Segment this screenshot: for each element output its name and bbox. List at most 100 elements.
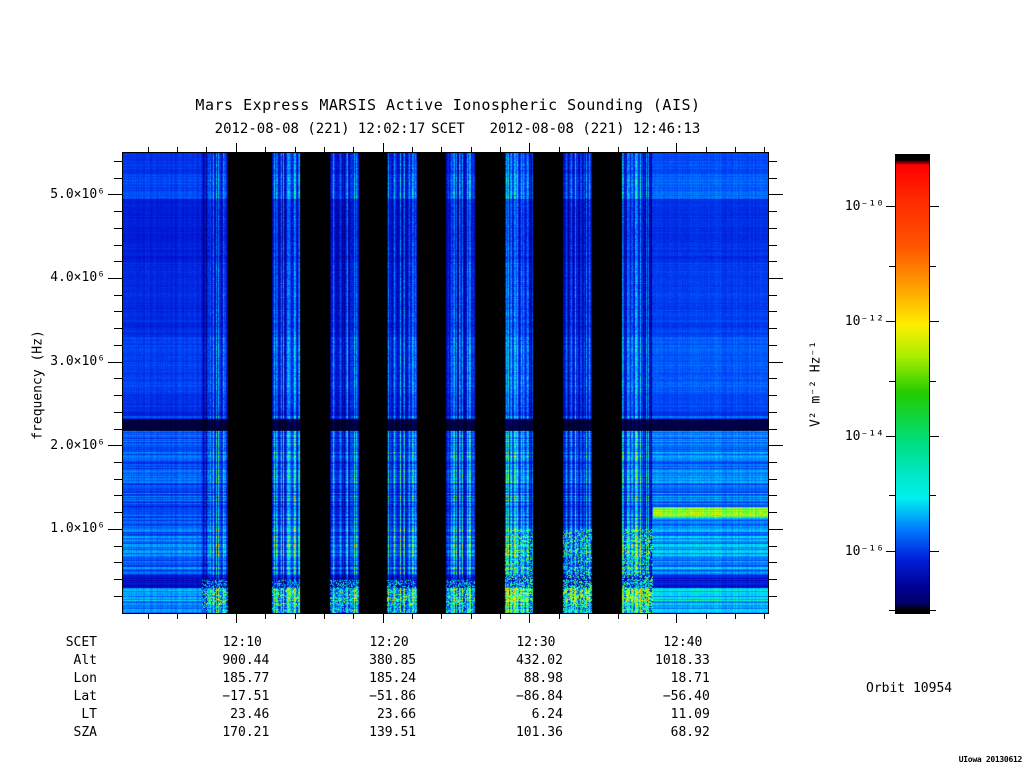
colorbar-tick-label: 10⁻¹⁰ bbox=[844, 198, 884, 214]
table-value-cell: 101.36 bbox=[515, 725, 563, 740]
y-tick-major bbox=[108, 361, 122, 363]
x-tick-major bbox=[382, 143, 384, 152]
x-tick-minor bbox=[323, 614, 325, 619]
y-tick-minor bbox=[114, 328, 122, 330]
x-tick-minor bbox=[588, 614, 590, 619]
y-tick-minor bbox=[114, 478, 122, 480]
x-tick-minor bbox=[441, 614, 443, 619]
table-value-cell: 88.98 bbox=[523, 671, 563, 686]
x-tick-minor bbox=[470, 147, 472, 152]
table-row-label: LT bbox=[81, 707, 97, 722]
y-tick-minor bbox=[769, 328, 777, 330]
x-tick-major bbox=[235, 143, 237, 152]
credit-stamp: UIowa 20130612 bbox=[958, 755, 1023, 764]
x-tick-minor bbox=[558, 614, 560, 619]
table-value-cell: 139.51 bbox=[369, 725, 417, 740]
colorbar-tick-minor bbox=[889, 265, 895, 267]
x-tick-minor bbox=[646, 614, 648, 619]
table-value-cell: 900.44 bbox=[222, 653, 270, 668]
colorbar-tick-label: 10⁻¹⁴ bbox=[844, 428, 884, 444]
plot-frame bbox=[122, 152, 769, 614]
y-tick-major bbox=[769, 361, 783, 363]
table-value-cell: −51.86 bbox=[369, 689, 417, 704]
y-tick-minor bbox=[114, 495, 122, 497]
y-tick-minor bbox=[114, 562, 122, 564]
y-tick-minor bbox=[114, 579, 122, 581]
x-tick-minor bbox=[646, 147, 648, 152]
x-tick-minor bbox=[617, 147, 619, 152]
orbit-label: Orbit 10954 bbox=[866, 681, 953, 696]
subtitle-end-time: 2012-08-08 (221) 12:46:13 bbox=[489, 121, 701, 137]
y-tick-minor bbox=[114, 512, 122, 514]
y-tick-minor bbox=[769, 395, 777, 397]
table-row-label: Alt bbox=[73, 653, 97, 668]
y-tick-minor bbox=[769, 211, 777, 213]
x-tick-minor bbox=[147, 147, 149, 152]
table-value-cell: 1018.33 bbox=[655, 653, 710, 668]
y-tick-minor bbox=[114, 344, 122, 346]
x-tick-minor bbox=[265, 147, 267, 152]
y-tick-major bbox=[769, 277, 783, 279]
colorbar-tick-major bbox=[930, 206, 939, 208]
x-tick-minor bbox=[294, 147, 296, 152]
y-tick-minor bbox=[769, 378, 777, 380]
y-tick-major bbox=[108, 194, 122, 196]
colorbar-title: V² m⁻² Hz⁻¹ bbox=[808, 340, 824, 428]
colorbar-tick-minor bbox=[889, 495, 895, 497]
y-tick-minor bbox=[114, 395, 122, 397]
colorbar-tick-minor bbox=[930, 495, 936, 497]
table-value-cell: −56.40 bbox=[662, 689, 710, 704]
x-tick-minor bbox=[705, 614, 707, 619]
x-tick-major bbox=[382, 614, 384, 623]
colorbar-tick-label: 10⁻¹² bbox=[844, 313, 884, 329]
colorbar-tick-major bbox=[886, 551, 895, 553]
x-tick-minor bbox=[705, 147, 707, 152]
x-tick-major bbox=[676, 143, 678, 152]
x-tick-minor bbox=[353, 147, 355, 152]
x-tick-minor bbox=[500, 614, 502, 619]
y-tick-minor bbox=[769, 411, 777, 413]
y-tick-minor bbox=[769, 261, 777, 263]
table-row-label: SCET bbox=[65, 635, 97, 650]
x-tick-minor bbox=[617, 614, 619, 619]
table-value-cell: 18.71 bbox=[670, 671, 710, 686]
scet-time-cell: 12:30 bbox=[516, 635, 556, 650]
colorbar-tick-major bbox=[886, 436, 895, 438]
y-tick-minor bbox=[769, 461, 777, 463]
spectrogram-canvas bbox=[123, 153, 768, 613]
colorbar-tick-minor bbox=[930, 610, 936, 612]
x-tick-minor bbox=[206, 614, 208, 619]
y-tick-major bbox=[108, 445, 122, 447]
x-tick-major bbox=[676, 614, 678, 623]
scet-time-cell: 12:10 bbox=[222, 635, 262, 650]
subtitle-scet-label: SCET bbox=[431, 121, 465, 137]
x-tick-minor bbox=[147, 614, 149, 619]
table-value-cell: 23.46 bbox=[230, 707, 270, 722]
y-tick-minor bbox=[769, 160, 777, 162]
x-tick-minor bbox=[735, 614, 737, 619]
y-tick-minor bbox=[769, 344, 777, 346]
y-tick-minor bbox=[114, 595, 122, 597]
y-tick-minor bbox=[769, 294, 777, 296]
y-tick-label: 1.0×10⁶ bbox=[50, 521, 105, 537]
y-tick-minor bbox=[114, 461, 122, 463]
y-tick-minor bbox=[114, 411, 122, 413]
colorbar-tick-major bbox=[886, 321, 895, 323]
y-tick-major bbox=[769, 528, 783, 530]
y-tick-label: 3.0×10⁶ bbox=[50, 354, 105, 370]
y-tick-minor bbox=[769, 244, 777, 246]
x-tick-major bbox=[235, 614, 237, 623]
x-tick-major bbox=[529, 614, 531, 623]
x-tick-minor bbox=[294, 614, 296, 619]
x-tick-minor bbox=[265, 614, 267, 619]
plot-title: Mars Express MARSIS Active Ionospheric S… bbox=[195, 96, 701, 114]
y-tick-minor bbox=[769, 595, 777, 597]
x-tick-minor bbox=[441, 147, 443, 152]
subtitle-start-time: 2012-08-08 (221) 12:02:17 bbox=[214, 121, 426, 137]
x-tick-minor bbox=[206, 147, 208, 152]
y-tick-minor bbox=[769, 562, 777, 564]
y-tick-minor bbox=[769, 545, 777, 547]
y-tick-minor bbox=[769, 512, 777, 514]
y-tick-major bbox=[108, 277, 122, 279]
